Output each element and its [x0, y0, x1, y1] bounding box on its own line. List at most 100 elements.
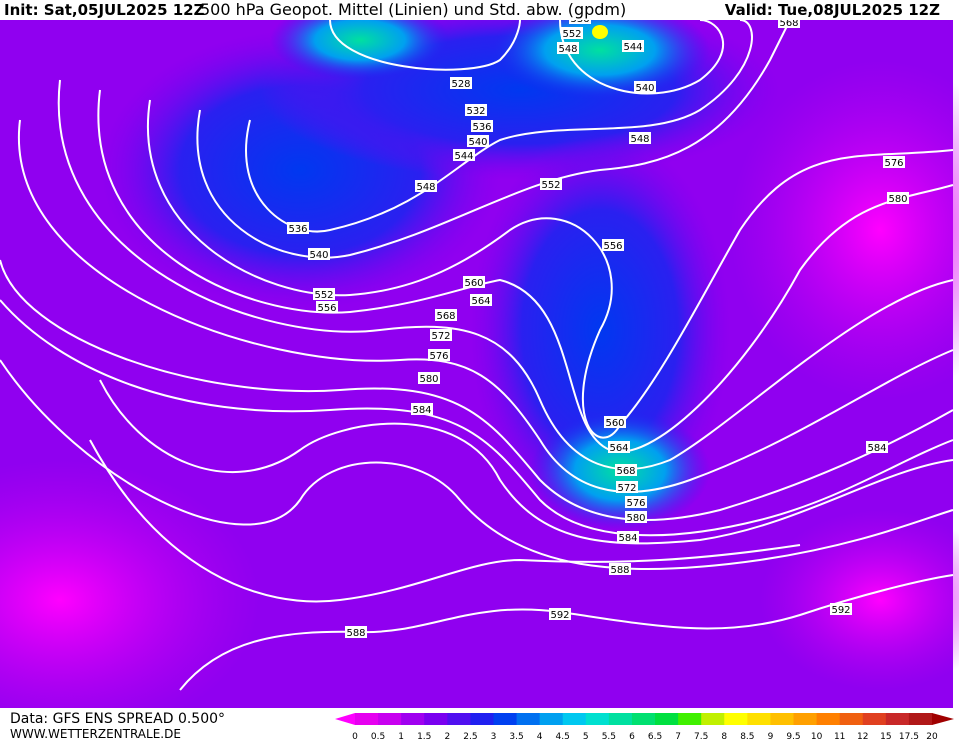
colorbar-swatch	[562, 713, 587, 725]
colorbar-swatch	[631, 713, 656, 725]
contour-label: 560	[464, 278, 483, 289]
colorbar-tick-label: 0	[352, 732, 358, 741]
colorbar-tick-label: 1.5	[417, 732, 431, 741]
contour-label: 556	[603, 241, 622, 252]
contour-label: 552	[314, 290, 333, 301]
contour-label: 568	[616, 466, 635, 477]
contour-label-box	[609, 563, 631, 575]
contour-label: 568	[779, 18, 798, 29]
colorbar-tick-label: 4	[537, 732, 543, 741]
contour-label: 564	[609, 443, 628, 454]
contour-label-box	[866, 441, 888, 453]
contour-label-box	[622, 40, 644, 52]
contour-label-box	[418, 372, 440, 384]
colorbar-tick-label: 6	[629, 732, 635, 741]
contour-label-box	[411, 403, 433, 415]
colorbar-swatch	[447, 713, 471, 725]
contour-label: 580	[419, 374, 438, 385]
colorbar-tick-label: 6.5	[648, 732, 662, 741]
colorbar-tick-label: 15	[880, 732, 891, 741]
colorbar-tick-label: 5.5	[602, 732, 616, 741]
contour-label: 540	[635, 83, 654, 94]
colorbar-tick-label: 3.5	[509, 732, 523, 741]
contour-label: 540	[309, 250, 328, 261]
contour-label-box	[428, 349, 450, 361]
contour-label: 584	[618, 533, 637, 544]
contour-label-box	[345, 626, 367, 638]
contour-label: 576	[884, 158, 903, 169]
colorbar-tick-label: 0.5	[371, 732, 385, 741]
colorbar-tick-label: 20	[926, 732, 938, 741]
colorbar-swatch	[724, 713, 748, 725]
colorbar-swatch	[770, 713, 795, 725]
contour-label: 548	[558, 44, 577, 55]
contour-label-box	[616, 481, 638, 493]
contour-label-box	[561, 27, 583, 39]
contour-label-box	[557, 42, 579, 54]
colorbar-tick-label: 7.5	[694, 732, 708, 741]
contour-label: 548	[416, 182, 435, 193]
colorbar-swatch	[793, 713, 818, 725]
contour-label-box	[435, 309, 457, 321]
colorbar-swatch	[839, 713, 864, 725]
contour-label: 576	[626, 498, 645, 509]
colorbar-swatch	[862, 713, 887, 725]
colorbar-tick-label: 12	[857, 732, 868, 741]
contour-label-box	[316, 301, 338, 313]
colorbar-swatch	[816, 713, 841, 725]
colorbar-tick-label: 5	[583, 732, 589, 741]
colorbar-swatch	[678, 713, 702, 725]
data-source: Data: GFS ENS SPREAD 0.500°	[10, 711, 225, 727]
contour-label-box	[625, 511, 647, 523]
colorbar-tick-label: 4.5	[556, 732, 570, 741]
contour-label: 580	[626, 513, 645, 524]
colorbar-swatch	[424, 713, 448, 725]
contour-label: 532	[466, 106, 485, 117]
contour-label-box	[463, 276, 485, 288]
contour-label-box	[313, 288, 335, 300]
contour-label: 576	[429, 351, 448, 362]
map-title: 500 hPa Geopot. Mittel (Linien) und Std.…	[200, 0, 626, 19]
website: WWW.WETTERZENTRALE.DE	[10, 727, 181, 741]
contour-label-box	[471, 120, 493, 132]
contour-label: 544	[623, 42, 642, 53]
contour-label: 568	[436, 311, 455, 322]
contour-label: 528	[451, 79, 470, 90]
colorbar-swatch	[608, 713, 633, 725]
colorbar-swatch	[493, 713, 518, 725]
contour-label-box	[467, 135, 489, 147]
colorbar-swatch	[655, 713, 679, 725]
colorbar-tick-label: 2	[444, 732, 450, 741]
colorbar-swatch	[908, 713, 933, 725]
contour-label-box	[629, 132, 651, 144]
init-time: Init: Sat,05JUL2025 12Z	[4, 1, 205, 19]
colorbar-swatch	[747, 713, 771, 725]
contour-label: 584	[867, 443, 886, 454]
colorbar-tick-label: 10	[811, 732, 823, 741]
contour-label: 580	[888, 194, 907, 205]
contour-label-box	[634, 81, 656, 93]
contour-label-box	[470, 294, 492, 306]
contour-label: 560	[605, 418, 624, 429]
header-bar	[0, 0, 959, 20]
colorbar-arrow-left	[335, 713, 355, 725]
contour-label-box	[465, 104, 487, 116]
contour-label: 536	[472, 122, 491, 133]
contour-label-box	[602, 239, 624, 251]
contour-label-box	[625, 496, 647, 508]
contour-label: 588	[610, 565, 629, 576]
colorbar-tick-label: 3	[491, 732, 497, 741]
colorbar-swatch	[401, 713, 425, 725]
contour-label: 572	[617, 483, 636, 494]
colorbar-tick-label: 2.5	[463, 732, 477, 741]
contour-label-box	[604, 416, 626, 428]
contour-label-box	[540, 178, 562, 190]
colorbar-swatch	[516, 713, 541, 725]
contour-label-box	[883, 156, 905, 168]
contour-label-box	[617, 531, 639, 543]
contour-label: 588	[346, 628, 365, 639]
contour-label: 564	[471, 296, 490, 307]
contour-label: 592	[831, 605, 850, 616]
contour-label: 540	[468, 137, 487, 148]
contour-label: 552	[541, 180, 560, 191]
